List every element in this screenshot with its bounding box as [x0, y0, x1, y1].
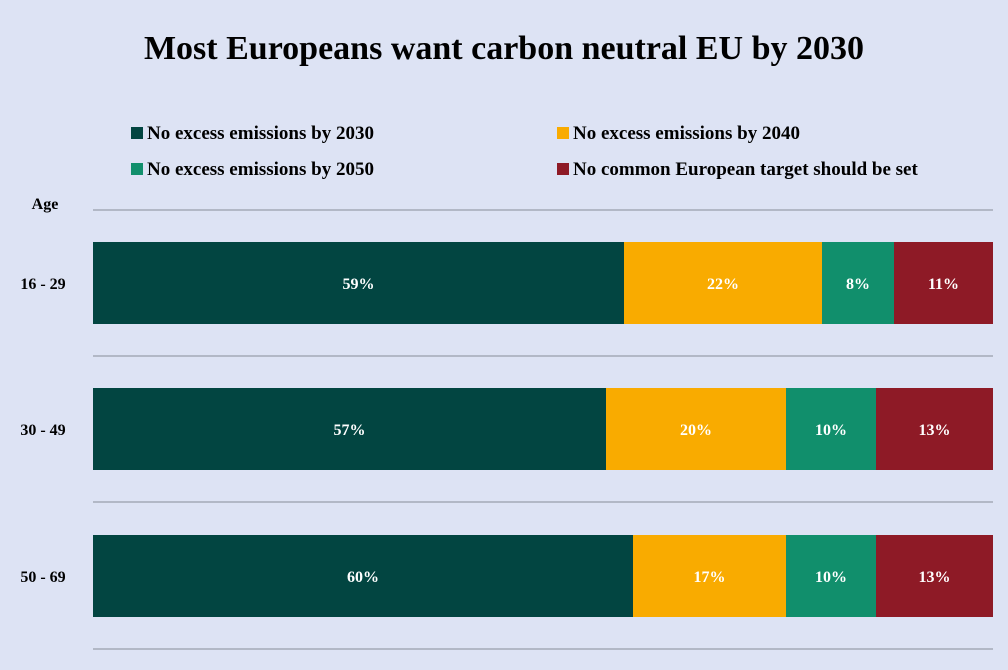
- legend-item-no-target: No common European target should be set: [557, 160, 918, 180]
- y-axis-title: Age: [32, 196, 59, 213]
- data-label-1-1: 20%: [680, 422, 712, 439]
- bar-2-0: [93, 535, 633, 617]
- category-label-2: 50 - 69: [20, 569, 65, 586]
- bar-0-1: [624, 242, 822, 324]
- data-label-1-3: 13%: [919, 422, 951, 439]
- category-label-0: 16 - 29: [20, 276, 65, 293]
- data-label-0-3: 11%: [928, 276, 959, 293]
- bar-1-1: [606, 388, 786, 470]
- legend-label-2050: No excess emissions by 2050: [147, 159, 374, 180]
- legend-label-2030: No excess emissions by 2030: [147, 123, 374, 144]
- legend-swatch-2040: [557, 127, 569, 139]
- data-label-2-0: 60%: [347, 569, 379, 586]
- data-label-0-1: 22%: [707, 276, 739, 293]
- bar-0-0: [93, 242, 624, 324]
- bar-2-2: [786, 535, 876, 617]
- bar-0-2: [822, 242, 894, 324]
- legend-swatch-2050: [131, 163, 143, 175]
- legend-item-2050: No excess emissions by 2050: [131, 160, 374, 180]
- legend-item-2040: No excess emissions by 2040: [557, 124, 800, 144]
- data-label-1-0: 57%: [334, 422, 366, 439]
- bar-1-3: [876, 388, 993, 470]
- data-label-0-0: 59%: [343, 276, 375, 293]
- data-label-2-1: 17%: [694, 569, 726, 586]
- legend-label-no-target: No common European target should be set: [573, 159, 918, 180]
- legend-label-2040: No excess emissions by 2040: [573, 123, 800, 144]
- bar-0-3: [894, 242, 993, 324]
- chart-title: Most Europeans want carbon neutral EU by…: [143, 30, 865, 67]
- bar-1-2: [786, 388, 876, 470]
- category-label-1: 30 - 49: [20, 422, 65, 439]
- data-label-2-3: 13%: [919, 569, 951, 586]
- bar-1-0: [93, 388, 606, 470]
- data-label-0-2: 8%: [846, 276, 870, 293]
- bar-2-1: [633, 535, 786, 617]
- data-label-2-2: 10%: [815, 569, 847, 586]
- legend-swatch-2030: [131, 127, 143, 139]
- legend-item-2030: No excess emissions by 2030: [131, 124, 374, 144]
- data-label-1-2: 10%: [815, 422, 847, 439]
- legend-swatch-no-target: [557, 163, 569, 175]
- bar-2-3: [876, 535, 993, 617]
